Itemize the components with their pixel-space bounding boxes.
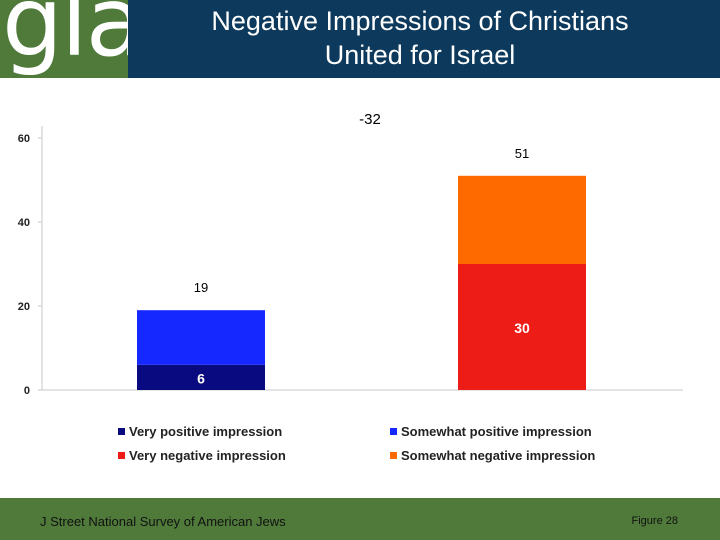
legend-swatch bbox=[118, 428, 125, 435]
title-line-2: United for Israel bbox=[324, 40, 516, 70]
segment-value-label: 6 bbox=[197, 370, 205, 386]
footer-source: J Street National Survey of American Jew… bbox=[40, 514, 286, 529]
bar-total-label: 19 bbox=[194, 280, 208, 295]
stacked-bar-chart: 0 20 40 60 6 30 19 51 bbox=[18, 126, 683, 397]
legend-item: Very negative impression bbox=[118, 448, 286, 463]
legend-swatch bbox=[390, 428, 397, 435]
bar-segment-somewhat-negative-impression bbox=[458, 175, 586, 264]
header-bar: gla Negative Impressions of Christians U… bbox=[0, 0, 720, 78]
legend-item: Very positive impression bbox=[118, 424, 282, 439]
y-tick-label: 20 bbox=[18, 301, 30, 313]
title-line-1: Negative Impressions of Christians bbox=[211, 6, 629, 36]
legend-item: Somewhat negative impression bbox=[390, 448, 595, 463]
logo-text: gla bbox=[2, 0, 128, 78]
bar-total-label: 51 bbox=[515, 146, 529, 161]
gla-logo: gla bbox=[0, 0, 128, 78]
logo-divider bbox=[62, 0, 65, 78]
y-tick-label: 40 bbox=[18, 217, 30, 229]
bar-segment-very-negative-impression bbox=[458, 264, 586, 390]
bar-segment-very-positive-impression bbox=[137, 364, 265, 390]
footer-bar: J Street National Survey of American Jew… bbox=[0, 498, 720, 540]
segment-value-label: 30 bbox=[514, 320, 530, 336]
legend-label: Very negative impression bbox=[129, 448, 286, 463]
legend-swatch bbox=[390, 452, 397, 459]
net-difference-label: -32 bbox=[359, 111, 381, 128]
y-tick-label: 0 bbox=[24, 385, 30, 397]
y-tick-label: 60 bbox=[18, 133, 30, 145]
figure-number: Figure 28 bbox=[631, 515, 678, 527]
legend-label: Somewhat positive impression bbox=[401, 424, 592, 439]
bar-segment-somewhat-positive-impression bbox=[137, 310, 265, 365]
legend-label: Somewhat negative impression bbox=[401, 448, 596, 463]
legend-label: Very positive impression bbox=[129, 424, 283, 439]
legend-swatch bbox=[118, 452, 125, 459]
slide-title: Negative Impressions of Christians Unite… bbox=[140, 4, 700, 72]
legend-item: Somewhat positive impression bbox=[390, 424, 592, 439]
